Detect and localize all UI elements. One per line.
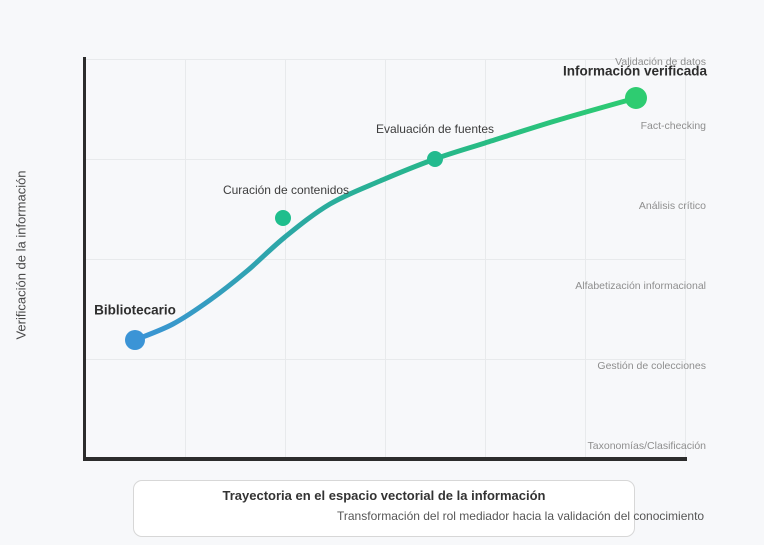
right-scale-label: Alfabetización informacional <box>575 280 706 292</box>
right-scale-label: Fact-checking <box>640 120 706 132</box>
right-scale-label: Análisis crítico <box>638 200 706 212</box>
point-label: Información verificada <box>562 63 708 79</box>
data-point-dot <box>427 151 443 167</box>
caption-box: Trayectoria en el espacio vectorial de l… <box>133 480 705 537</box>
caption-subtitle: Transformación del rol mediador hacia la… <box>337 509 705 523</box>
right-scale-label: Gestión de colecciones <box>597 360 706 372</box>
y-axis-label: Verificación de la información <box>13 170 29 340</box>
right-scale-label: Validación de datos <box>615 56 706 68</box>
caption-title: Trayectoria en el espacio vectorial de l… <box>222 488 546 503</box>
data-point-dot <box>275 210 291 226</box>
trajectory-curve-svg <box>125 87 647 350</box>
plot-area <box>85 59 686 459</box>
data-point-dot <box>125 330 145 350</box>
right-scale-label: Taxonomías/Clasificación <box>587 440 706 452</box>
point-label: Bibliotecario <box>94 302 176 318</box>
point-label: Evaluación de fuentes <box>375 122 495 136</box>
point-label: Curación de contenidos <box>222 183 350 197</box>
x-axis-line <box>83 457 687 461</box>
trajectory-line <box>132 95 639 343</box>
y-axis-line <box>83 57 86 461</box>
data-point-dot <box>625 87 647 109</box>
